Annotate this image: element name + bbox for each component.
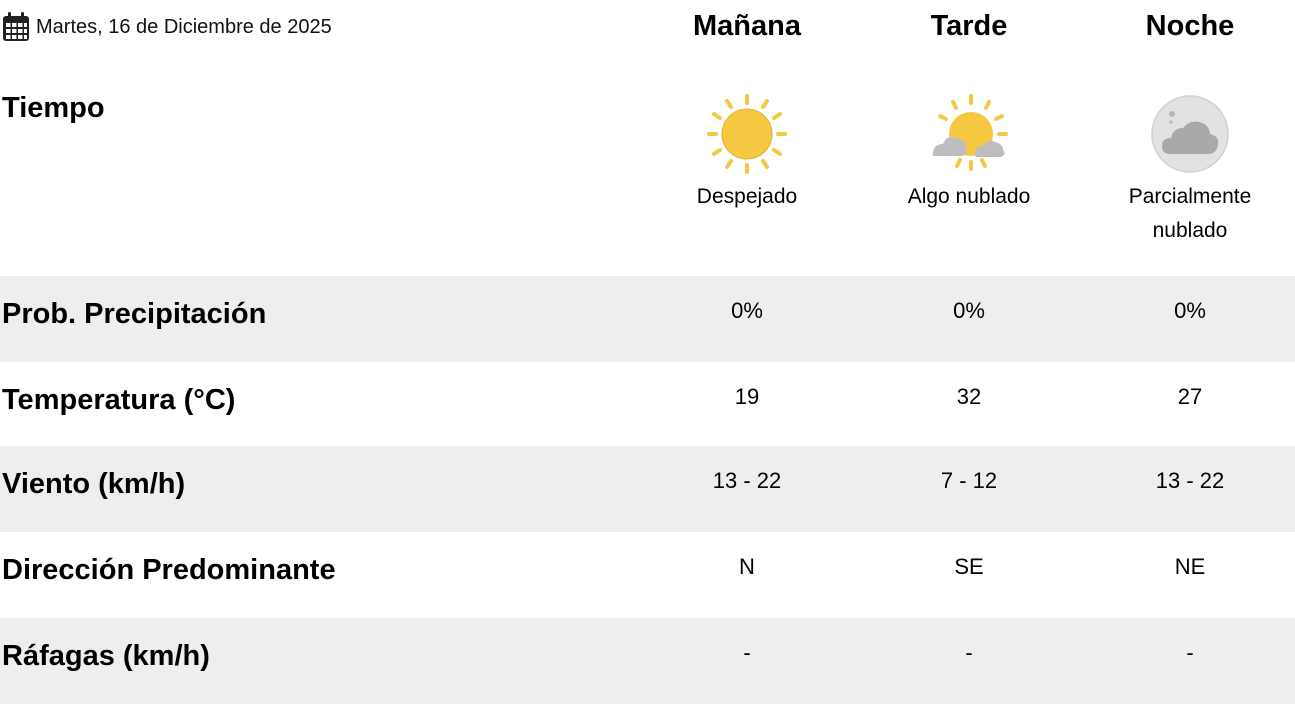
period-afternoon: Tarde (930, 10, 1008, 42)
row-wind: Viento (km/h) 13 - 22 7 - 12 13 - 22 (0, 446, 1295, 532)
value-morning: N (739, 554, 755, 579)
sun-icon (636, 92, 858, 176)
value-afternoon: 0% (953, 298, 985, 323)
row-precipitation: Prob. Precipitación 0% 0% 0% (0, 276, 1295, 362)
date-text: Martes, 16 de Diciembre de 2025 (36, 15, 332, 38)
period-night: Noche (1145, 10, 1235, 42)
value-morning: 13 - 22 (712, 468, 782, 493)
date-header: Martes, 16 de Diciembre de 2025 (2, 12, 332, 42)
row-label: Prob. Precipitación (2, 298, 267, 330)
value-afternoon: 32 (956, 384, 982, 409)
row-label: Viento (km/h) (2, 468, 186, 500)
row-direction: Dirección Predominante N SE NE (0, 532, 1295, 618)
value-afternoon: - (965, 640, 973, 665)
weather-desc-night: Parcialmente nublado (1128, 185, 1252, 242)
row-temperature: Temperatura (°C) 19 32 27 (0, 362, 1295, 448)
value-night: 27 (1177, 384, 1203, 409)
sun-cloud-icon (858, 92, 1080, 176)
period-morning: Mañana (693, 10, 801, 42)
value-afternoon: SE (954, 554, 984, 579)
row-label: Temperatura (°C) (2, 384, 236, 416)
value-night: 0% (1174, 298, 1206, 323)
value-morning: 19 (734, 384, 760, 409)
weather-desc-morning: Despejado (696, 185, 798, 208)
row-gusts: Ráfagas (km/h) - - - (0, 618, 1295, 704)
value-night: - (1186, 640, 1194, 665)
row-label: Ráfagas (km/h) (2, 640, 210, 672)
moon-cloud-icon (1079, 92, 1295, 176)
value-morning: 0% (731, 298, 763, 323)
value-afternoon: 7 - 12 (940, 468, 998, 493)
calendar-icon (3, 12, 29, 41)
value-morning: - (743, 640, 751, 665)
value-night: 13 - 22 (1155, 468, 1225, 493)
weather-label: Tiempo (2, 92, 105, 124)
row-label: Dirección Predominante (2, 554, 336, 586)
weather-desc-afternoon: Algo nublado (907, 185, 1031, 208)
value-night: NE (1174, 554, 1206, 579)
